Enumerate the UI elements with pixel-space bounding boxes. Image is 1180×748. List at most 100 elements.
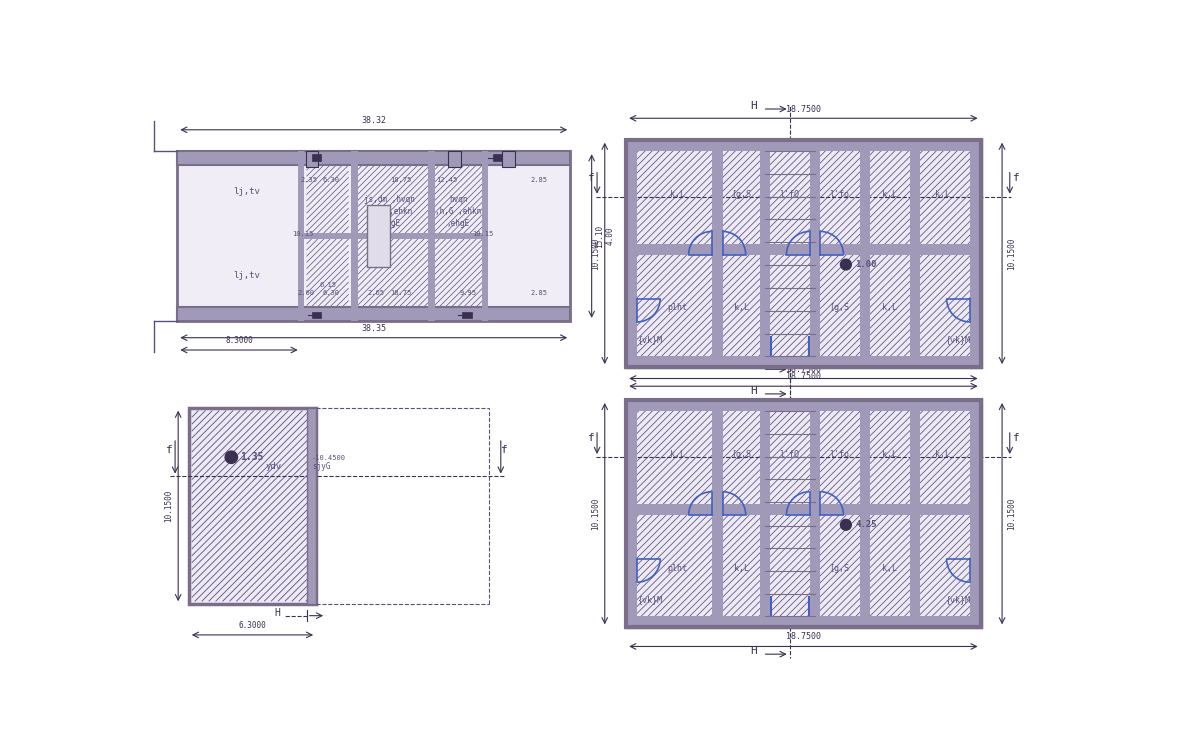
Text: lj,tv: lj,tv <box>234 187 260 196</box>
Text: 2.65: 2.65 <box>371 227 388 233</box>
Bar <box>306 151 319 167</box>
Text: l'fo: l'fo <box>830 190 850 199</box>
Bar <box>809 400 820 628</box>
Bar <box>627 140 981 367</box>
Text: plht: plht <box>667 564 687 573</box>
Circle shape <box>840 259 851 270</box>
Text: 2.65: 2.65 <box>367 290 385 296</box>
Text: ,ehgE: ,ehgE <box>447 219 470 228</box>
Bar <box>627 140 981 367</box>
Bar <box>297 151 303 321</box>
Text: {vk}M: {vk}M <box>637 595 662 604</box>
Bar <box>313 311 321 318</box>
Text: l'fO: l'fO <box>780 450 800 459</box>
Bar <box>627 140 981 150</box>
Text: 38.35: 38.35 <box>361 324 386 333</box>
Text: 10.15: 10.15 <box>293 231 314 237</box>
Circle shape <box>840 519 851 530</box>
Text: plht: plht <box>667 304 687 313</box>
Text: f: f <box>166 445 173 456</box>
Text: k,L: k,L <box>935 450 950 459</box>
Bar <box>627 140 637 367</box>
Bar <box>627 400 981 628</box>
Text: ,h,G ,ehkn: ,h,G ,ehkn <box>435 207 481 216</box>
Text: 4.00: 4.00 <box>605 227 615 245</box>
Text: 18.7500: 18.7500 <box>786 372 821 381</box>
Text: 8.3000: 8.3000 <box>225 337 253 346</box>
Text: 9.95: 9.95 <box>460 290 477 296</box>
Text: ,ehgE: ,ehgE <box>378 219 401 228</box>
Text: 1.00: 1.00 <box>856 260 877 269</box>
Text: f: f <box>588 433 595 444</box>
Text: 2.60: 2.60 <box>297 290 315 296</box>
Bar <box>177 151 570 321</box>
Text: 10.1500: 10.1500 <box>1007 497 1016 530</box>
Text: 18.7500: 18.7500 <box>786 105 821 114</box>
Text: k,L: k,L <box>669 190 684 199</box>
Bar <box>307 408 316 604</box>
Text: k,L: k,L <box>935 190 950 199</box>
Text: 10.1500: 10.1500 <box>164 490 173 522</box>
Text: 4.25: 4.25 <box>856 521 877 530</box>
Bar <box>712 140 722 367</box>
Text: 12.45: 12.45 <box>437 177 458 183</box>
Bar <box>301 233 485 239</box>
Text: k,L: k,L <box>883 564 897 573</box>
Text: 15.10: 15.10 <box>596 224 604 248</box>
Text: 10.1500: 10.1500 <box>591 497 601 530</box>
Bar <box>760 140 771 367</box>
Text: 10.1500: 10.1500 <box>591 237 601 269</box>
Text: 2.35: 2.35 <box>301 177 317 183</box>
Text: H: H <box>750 361 758 371</box>
Text: 2.85: 2.85 <box>531 177 548 183</box>
Text: k,L: k,L <box>883 450 897 459</box>
Circle shape <box>225 451 237 464</box>
Text: f: f <box>588 174 595 183</box>
Bar <box>627 244 981 254</box>
Text: k,L: k,L <box>669 450 684 459</box>
Text: 2.85: 2.85 <box>531 290 548 296</box>
Bar <box>463 311 472 318</box>
Text: 18.7500: 18.7500 <box>786 632 821 641</box>
Bar <box>627 616 981 628</box>
Text: H: H <box>274 607 280 618</box>
Text: -10.4500: -10.4500 <box>313 455 346 461</box>
Bar <box>910 400 920 628</box>
Text: 38.32: 38.32 <box>361 116 386 125</box>
Text: [g,S: [g,S <box>732 450 750 459</box>
Bar <box>367 205 389 267</box>
Text: l'fo: l'fo <box>830 450 850 459</box>
Text: hvqn: hvqn <box>450 195 467 204</box>
Bar <box>760 400 771 628</box>
Text: f: f <box>1012 174 1020 183</box>
Text: f: f <box>502 445 509 456</box>
Text: k,L: k,L <box>883 190 897 199</box>
Text: 6.30: 6.30 <box>323 177 340 183</box>
Bar <box>627 400 637 628</box>
Text: 6.3000: 6.3000 <box>238 622 267 631</box>
Bar <box>712 400 722 628</box>
Text: k,L: k,L <box>883 304 897 313</box>
Text: ,h,G ,ehkn: ,h,G ,ehkn <box>366 207 412 216</box>
Text: sjyG: sjyG <box>313 462 330 470</box>
Text: {vk}M: {vk}M <box>945 335 970 344</box>
Text: f: f <box>1012 433 1020 444</box>
Text: [g,S: [g,S <box>732 190 750 199</box>
Bar <box>313 154 321 161</box>
Text: [g,S: [g,S <box>830 564 850 573</box>
Bar <box>352 151 358 321</box>
Bar <box>503 151 514 167</box>
Bar <box>910 140 920 367</box>
Text: 10.15: 10.15 <box>472 231 493 237</box>
Text: l'fO: l'fO <box>780 190 800 199</box>
Bar <box>448 151 460 167</box>
Text: H: H <box>750 386 758 396</box>
Text: lj,tv: lj,tv <box>234 272 260 280</box>
Bar <box>970 140 981 367</box>
Text: H: H <box>750 101 758 111</box>
Bar <box>483 151 489 321</box>
Bar <box>970 400 981 628</box>
Text: 18.7500: 18.7500 <box>786 365 821 374</box>
Text: 10.1500: 10.1500 <box>1007 237 1016 269</box>
Text: k,L: k,L <box>734 564 748 573</box>
